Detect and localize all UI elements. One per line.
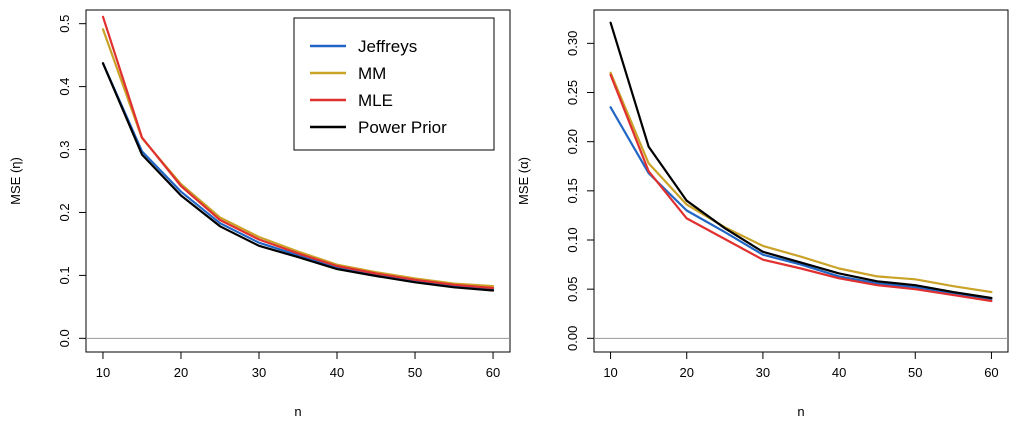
- x-tick-label: 60: [486, 365, 500, 380]
- y-tick-label: 0.15: [565, 178, 580, 203]
- x-tick-label: 50: [408, 365, 422, 380]
- x-tick-label: 30: [756, 365, 770, 380]
- y-tick-label: 0.1: [57, 266, 72, 284]
- y-tick-label: 0.4: [57, 78, 72, 96]
- series-line-jeffreys: [101, 62, 495, 291]
- y-tick-label: 0.20: [565, 129, 580, 154]
- y-tick-label: 0.05: [565, 277, 580, 302]
- legend-label: Jeffreys: [358, 37, 417, 56]
- x-axis-title: n: [797, 404, 804, 419]
- series-line-mle: [101, 15, 495, 290]
- y-tick-label: 0.0: [57, 329, 72, 347]
- series-line-mle: [609, 73, 993, 303]
- x-tick-label: 10: [603, 365, 617, 380]
- y-tick-label: 0.00: [565, 326, 580, 351]
- y-axis-title: MSE (α): [516, 157, 531, 205]
- x-tick-label: 20: [174, 365, 188, 380]
- plot-frame: [593, 9, 1009, 353]
- legend-label: MLE: [358, 91, 393, 110]
- y-tick-label: 0.5: [57, 15, 72, 33]
- x-tick-label: 40: [330, 365, 344, 380]
- y-tick-label: 0.30: [565, 31, 580, 56]
- x-tick-label: 30: [252, 365, 266, 380]
- y-tick-label: 0.25: [565, 80, 580, 105]
- chart-panel-1: 10 20 30 40 50 60 0.0 0.1 0.2 0.3 0.4 0.5 n MSE (η) Je…: [8, 9, 511, 419]
- x-tick-label: 20: [680, 365, 694, 380]
- series-line-jeffreys: [609, 106, 993, 301]
- legend-label: Power Prior: [358, 118, 447, 137]
- x-tick-label: 60: [984, 365, 998, 380]
- series-line-power-prior: [609, 21, 993, 300]
- legend-label: MM: [358, 64, 386, 83]
- x-tick-label: 40: [832, 365, 846, 380]
- chart-panel-2: 10 20 30 40 50 60 0.00 0.05 0.10 0.15 0.20 0.25 0.30…: [516, 9, 1009, 419]
- x-axis-title: n: [294, 404, 301, 419]
- series-line-power-prior: [101, 62, 495, 292]
- legend: Jeffreys MM MLE Power Prior: [293, 17, 495, 151]
- plot-frame: [85, 9, 511, 353]
- x-tick-label: 50: [908, 365, 922, 380]
- y-tick-label: 0.2: [57, 203, 72, 221]
- y-axis-title: MSE (η): [8, 157, 23, 205]
- y-tick-label: 0.10: [565, 227, 580, 252]
- y-tick-label: 0.3: [57, 140, 72, 158]
- series-line-mm: [609, 71, 993, 294]
- x-tick-label: 10: [96, 365, 110, 380]
